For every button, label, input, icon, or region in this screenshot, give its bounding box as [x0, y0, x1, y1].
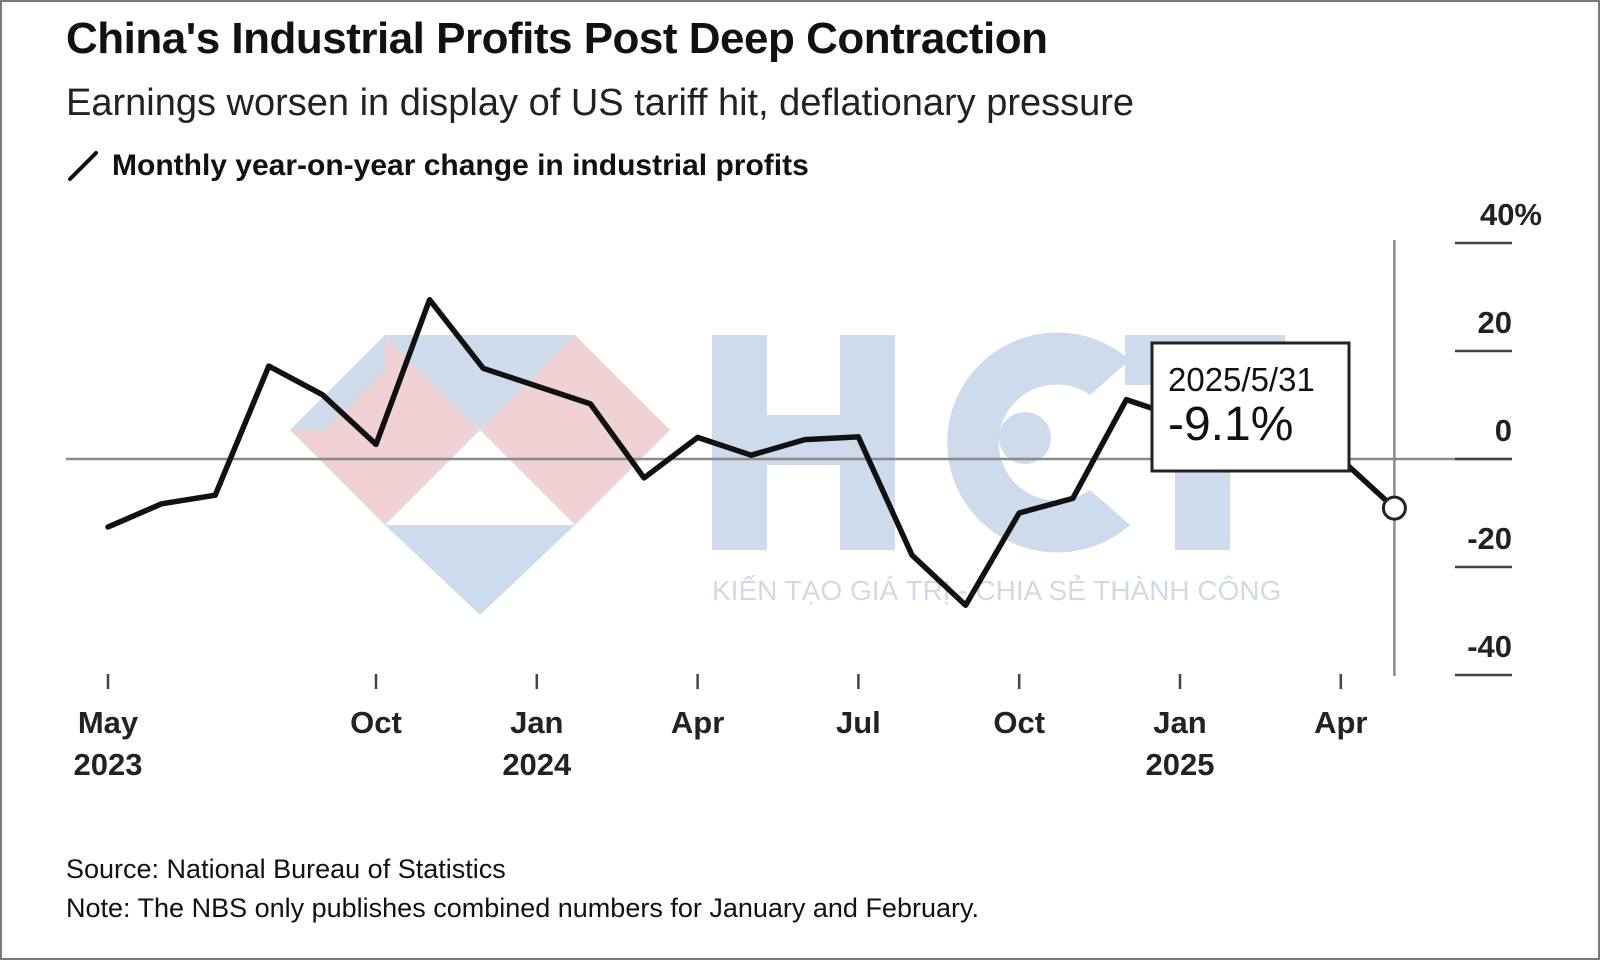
legend-line-icon — [68, 151, 98, 181]
chart-subtitle: Earnings worsen in display of US tariff … — [66, 82, 1135, 124]
footnote: Note: The NBS only publishes combined nu… — [66, 893, 979, 923]
source-note: Source: National Bureau of Statistics — [66, 854, 506, 884]
chart-title: China's Industrial Profits Post Deep Con… — [66, 14, 1048, 63]
legend: Monthly year-on-year change in industria… — [66, 146, 809, 186]
legend-label: Monthly year-on-year change in industria… — [112, 149, 809, 182]
